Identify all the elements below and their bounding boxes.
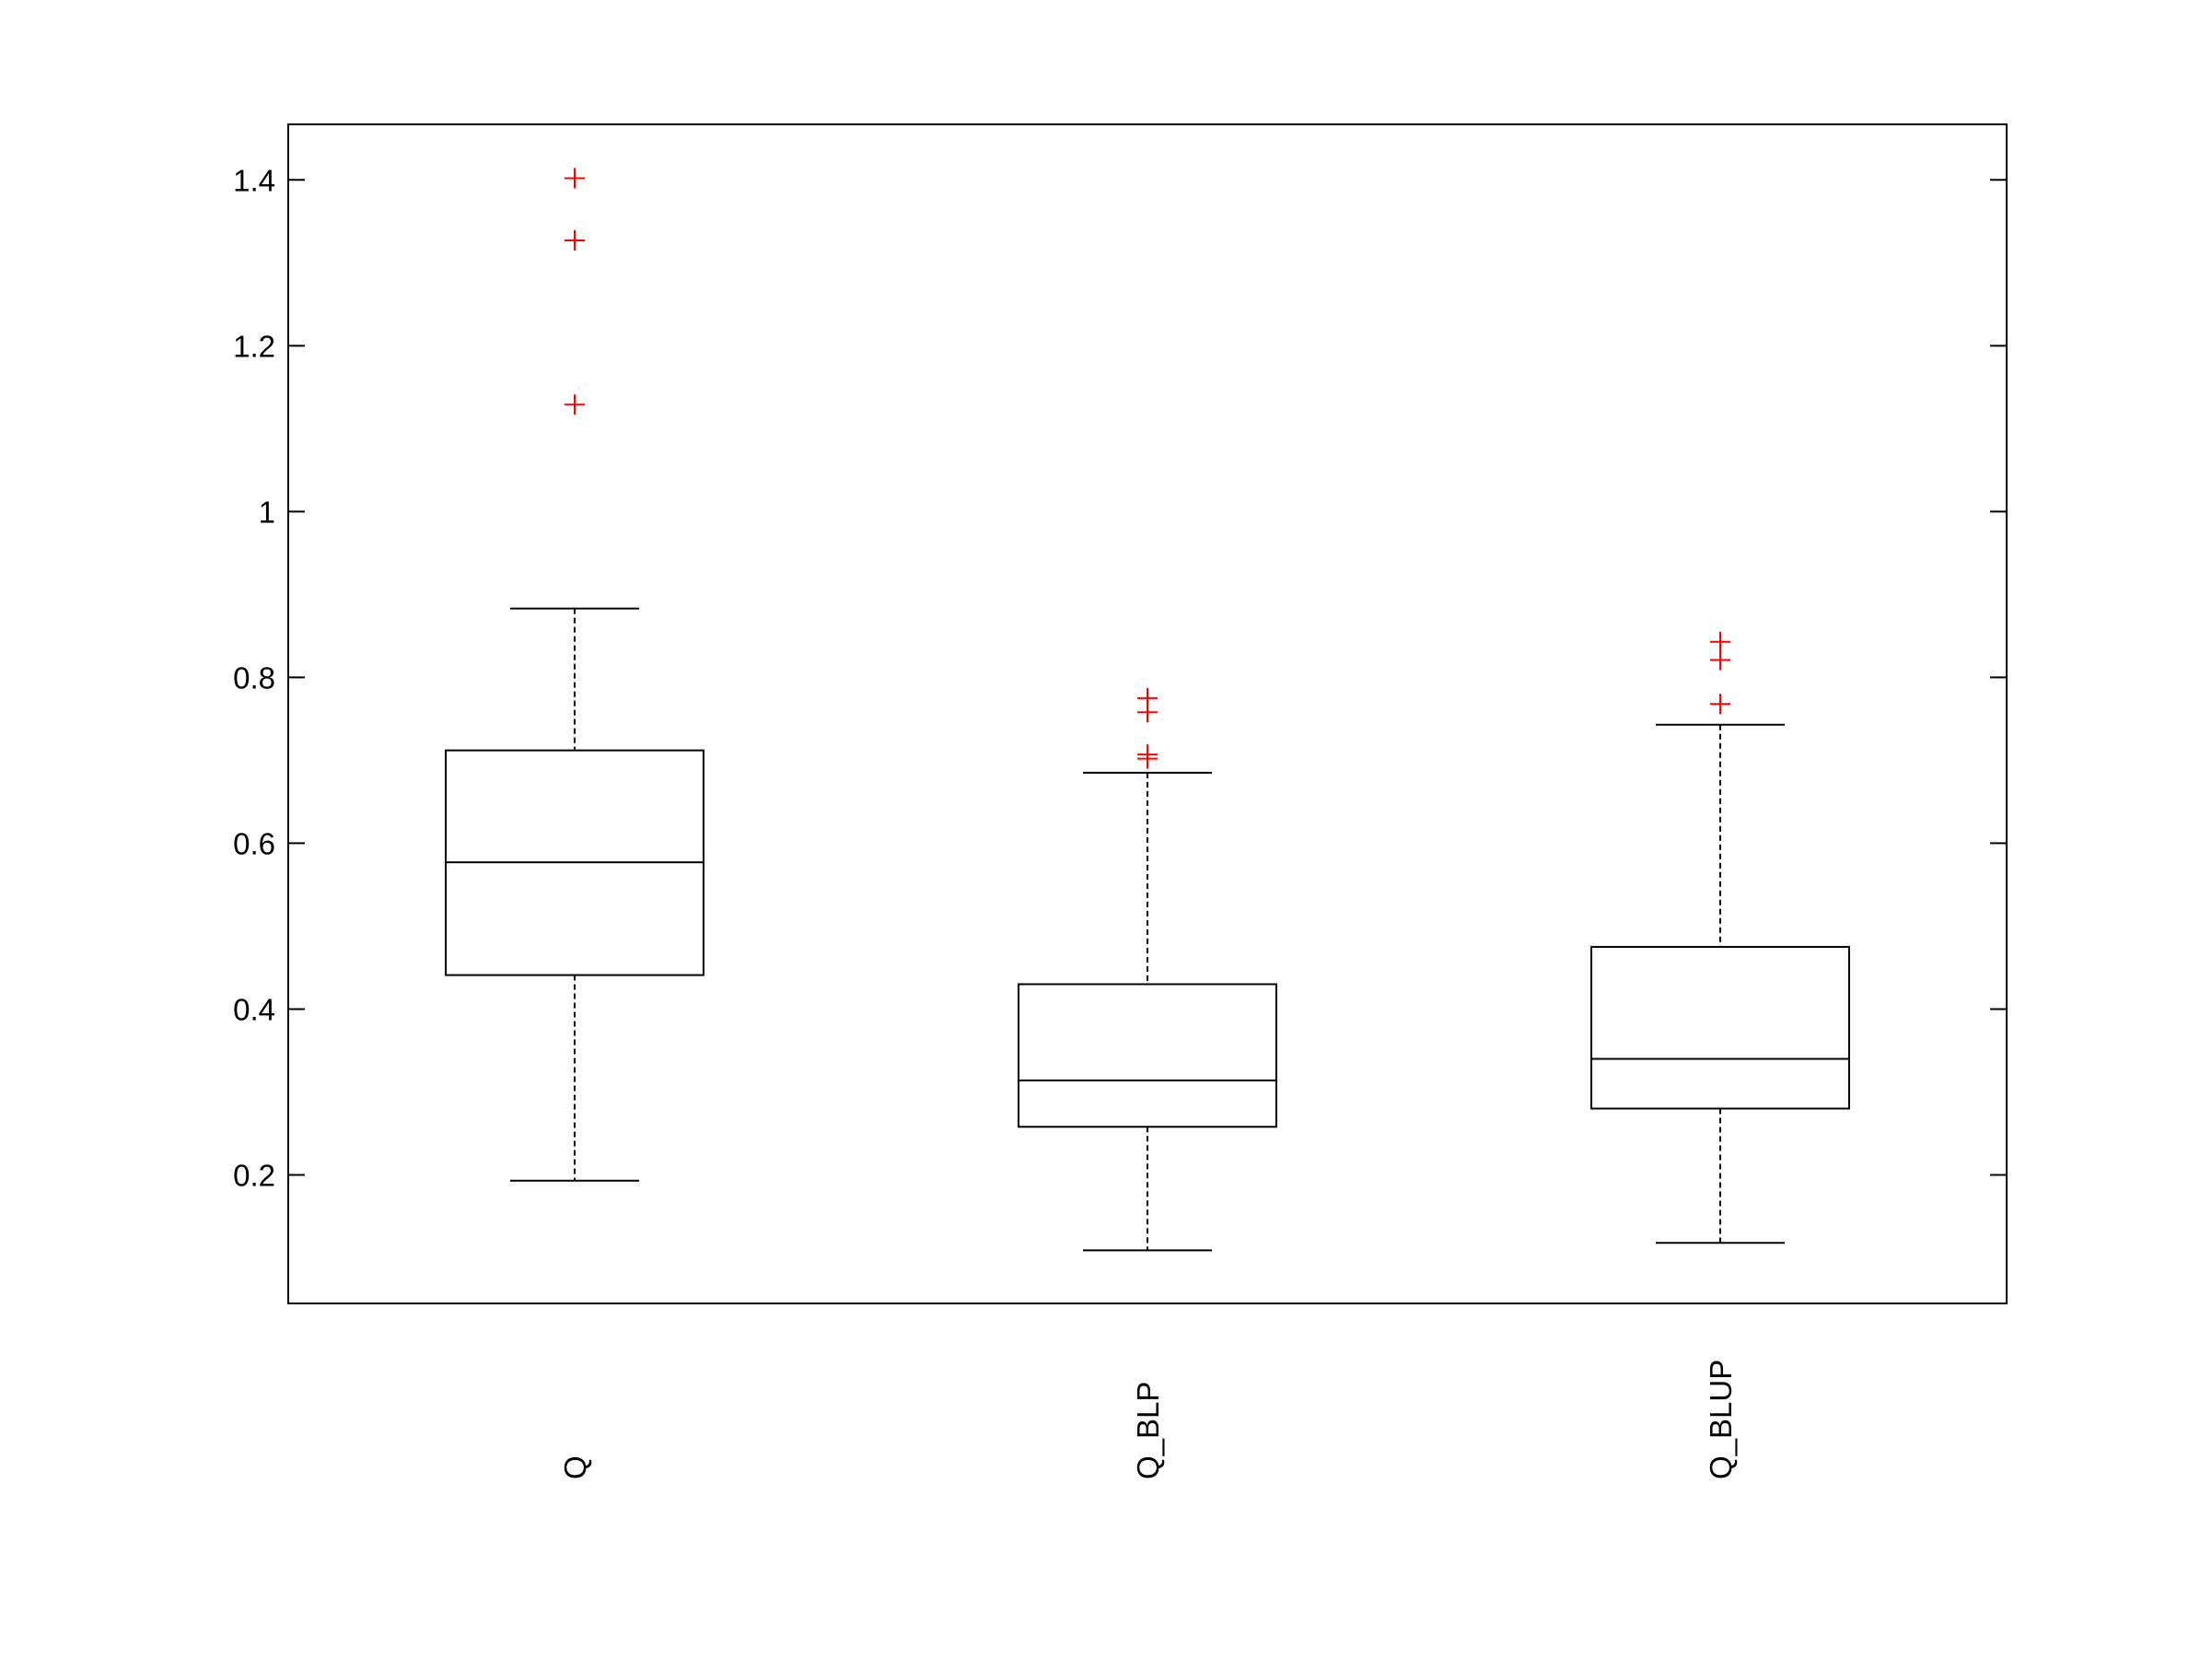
outlier: [565, 230, 585, 251]
box: [1590, 945, 1850, 1110]
y-tick-label: 0.4: [233, 992, 275, 1026]
outlier: [1137, 748, 1158, 769]
y-tick-label: 1.2: [233, 329, 275, 363]
outlier: [1710, 631, 1730, 652]
outlier: [1710, 649, 1730, 671]
y-tick-label: 0.2: [233, 1158, 275, 1192]
outlier: [1710, 694, 1730, 715]
x-tick-label: Q_BLUP: [1704, 1360, 1738, 1479]
x-tick-label: Q_BLP: [1131, 1382, 1165, 1479]
y-tick-label: 0.8: [233, 660, 275, 695]
plot-frame: [287, 123, 2008, 1304]
y-tick-label: 1.4: [233, 163, 275, 197]
outlier: [1137, 702, 1158, 723]
box: [1018, 983, 1277, 1128]
outlier: [565, 394, 585, 415]
y-tick-label: 0.6: [233, 826, 275, 860]
outlier: [565, 168, 585, 189]
y-tick-label: 1: [259, 495, 275, 529]
x-tick-label: Q: [558, 1455, 592, 1479]
